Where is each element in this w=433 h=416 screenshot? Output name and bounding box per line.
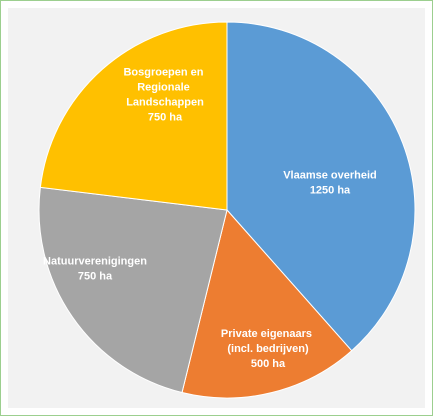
slice-label: Natuurverenigingen bbox=[43, 256, 147, 268]
slice-label-line: Regionale bbox=[137, 82, 193, 94]
slice-label-line: Natuurverenigingen bbox=[43, 256, 147, 268]
slice-label-line: (incl. bedrijven) bbox=[227, 343, 309, 355]
value-label: 500 ha bbox=[251, 358, 286, 370]
value-label: 750 ha bbox=[78, 271, 113, 283]
pie-slice bbox=[181, 208, 353, 399]
slice-label-line: Bosgroepen en bbox=[123, 67, 206, 79]
slice-label-line: Landschappen bbox=[126, 97, 204, 109]
pie-slice bbox=[226, 21, 416, 352]
slice-label: Private eigenaars (incl. bedrijven) bbox=[221, 328, 315, 355]
slice-label-line: Vlaamse overheid bbox=[283, 170, 377, 182]
slice-label-line: Private eigenaars bbox=[221, 328, 315, 340]
value-label: 1250 ha bbox=[310, 185, 351, 197]
value-label: 750 ha bbox=[148, 112, 183, 124]
slice-label: Bosgroepen en Regionale Landschappen bbox=[123, 67, 206, 109]
slice-label: Vlaamse overheid bbox=[283, 170, 377, 182]
pie-slice bbox=[38, 186, 228, 394]
pie-slice bbox=[39, 21, 228, 211]
